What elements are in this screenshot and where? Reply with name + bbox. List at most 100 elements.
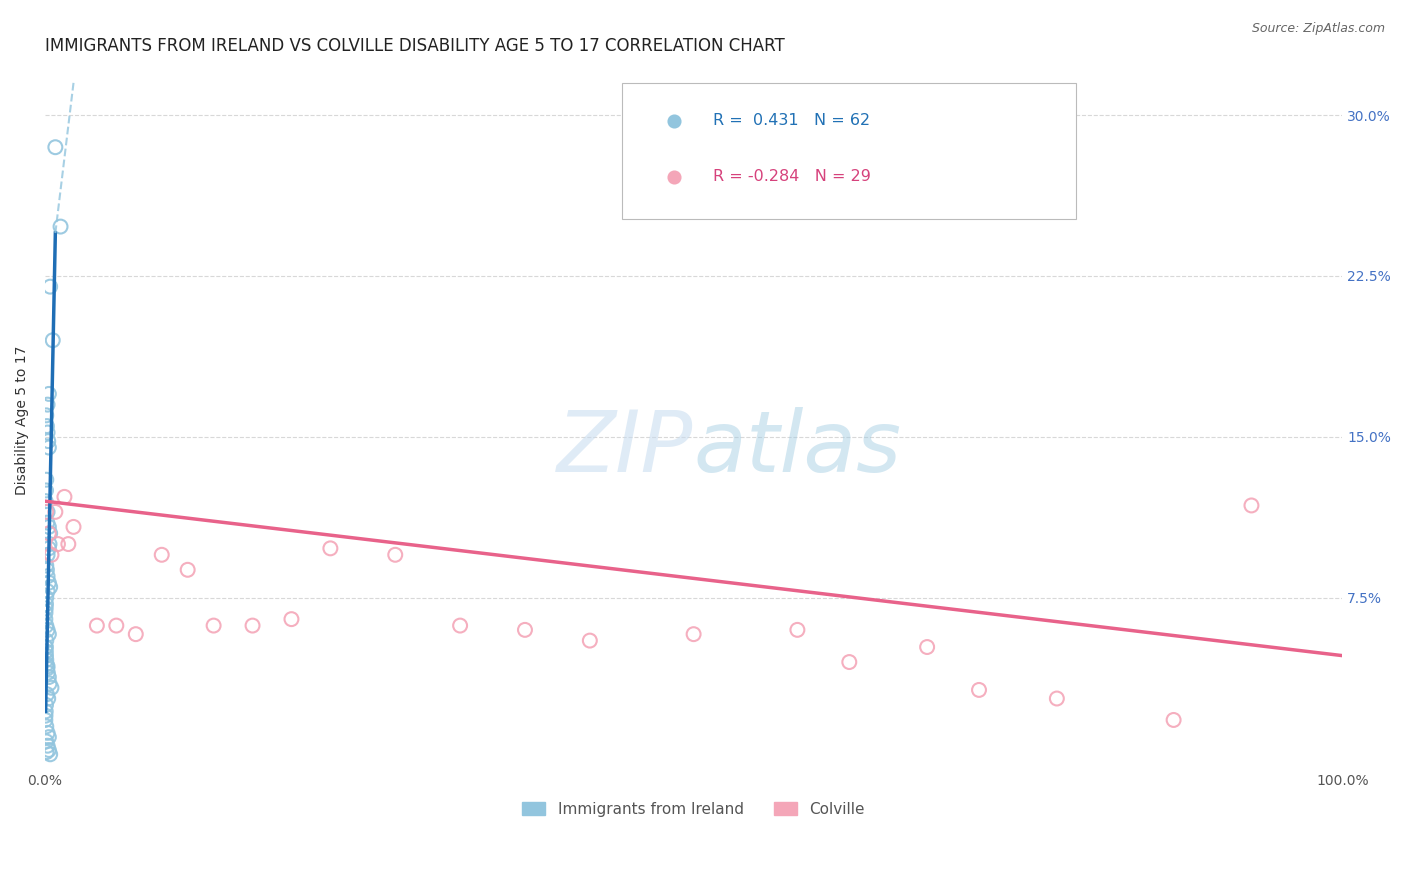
- Point: [37, 726, 59, 740]
- Point: [35, 648, 58, 663]
- Point: [35, 618, 58, 632]
- Point: [41, 681, 63, 695]
- Point: [35, 563, 58, 577]
- Point: [37, 516, 59, 530]
- Point: [62, 520, 84, 534]
- Point: [786, 623, 808, 637]
- Point: [35, 558, 58, 573]
- Point: [38, 730, 60, 744]
- Point: [35, 597, 58, 611]
- Point: [35, 640, 58, 654]
- Point: [37, 661, 59, 675]
- Point: [967, 682, 990, 697]
- Point: [125, 627, 148, 641]
- Point: [37, 434, 59, 449]
- Point: [38, 575, 60, 590]
- Point: [37, 623, 59, 637]
- Point: [384, 548, 406, 562]
- Point: [49, 219, 72, 234]
- Point: [37, 739, 59, 753]
- Point: [37, 665, 59, 680]
- Text: IMMIGRANTS FROM IRELAND VS COLVILLE DISABILITY AGE 5 TO 17 CORRELATION CHART: IMMIGRANTS FROM IRELAND VS COLVILLE DISA…: [45, 37, 785, 55]
- FancyBboxPatch shape: [623, 83, 1077, 219]
- Point: [35, 601, 58, 615]
- Point: [37, 505, 59, 519]
- Point: [242, 618, 264, 632]
- Point: [41, 548, 63, 562]
- Point: [38, 676, 60, 690]
- Point: [46, 537, 69, 551]
- Point: [34, 606, 56, 620]
- Text: atlas: atlas: [693, 407, 901, 490]
- Point: [35, 483, 58, 498]
- Point: [35, 473, 58, 487]
- Text: ZIP: ZIP: [557, 407, 693, 490]
- Point: [38, 541, 60, 556]
- Point: [35, 734, 58, 748]
- Point: [58, 537, 80, 551]
- Point: [35, 644, 58, 658]
- Legend: Immigrants from Ireland, Colville: Immigrants from Ireland, Colville: [515, 794, 873, 824]
- Point: [42, 333, 65, 347]
- Point: [35, 505, 58, 519]
- Y-axis label: Disability Age 5 to 17: Disability Age 5 to 17: [15, 346, 30, 495]
- Point: [37, 548, 59, 562]
- Point: [39, 580, 62, 594]
- Point: [202, 618, 225, 632]
- Point: [38, 743, 60, 757]
- Point: [37, 398, 59, 412]
- Point: [579, 633, 602, 648]
- Point: [39, 747, 62, 762]
- Point: [38, 526, 60, 541]
- Point: [838, 655, 860, 669]
- Point: [38, 441, 60, 455]
- Point: [35, 657, 58, 672]
- Point: [37, 691, 59, 706]
- Point: [35, 633, 58, 648]
- Point: [1046, 691, 1069, 706]
- Point: [449, 618, 471, 632]
- Point: [280, 612, 302, 626]
- Text: R =  0.431   N = 62: R = 0.431 N = 62: [713, 113, 870, 128]
- Point: [37, 569, 59, 583]
- Point: [38, 627, 60, 641]
- Point: [38, 520, 60, 534]
- Point: [35, 591, 58, 605]
- Point: [86, 618, 108, 632]
- Point: [38, 537, 60, 551]
- Point: [35, 745, 58, 759]
- Point: [915, 640, 938, 654]
- Point: [35, 719, 58, 733]
- Text: R = -0.284   N = 29: R = -0.284 N = 29: [713, 169, 870, 185]
- Point: [34, 494, 56, 508]
- Point: [105, 618, 128, 632]
- Text: Source: ZipAtlas.com: Source: ZipAtlas.com: [1251, 22, 1385, 36]
- Point: [319, 541, 342, 556]
- Point: [35, 705, 58, 719]
- Point: [34, 640, 56, 654]
- Point: [35, 687, 58, 701]
- Point: [34, 612, 56, 626]
- Point: [150, 548, 173, 562]
- Point: [37, 659, 59, 673]
- Point: [35, 419, 58, 434]
- Point: [34, 708, 56, 723]
- Point: [176, 563, 198, 577]
- Point: [35, 698, 58, 712]
- Point: [682, 627, 704, 641]
- Point: [35, 409, 58, 423]
- Point: [38, 387, 60, 401]
- Point: [38, 670, 60, 684]
- Point: [513, 623, 536, 637]
- Point: [1163, 713, 1185, 727]
- Point: [53, 490, 76, 504]
- Point: [37, 584, 59, 599]
- Point: [37, 425, 59, 440]
- Point: [44, 505, 66, 519]
- Point: [39, 526, 62, 541]
- Point: [1240, 499, 1263, 513]
- Point: [35, 653, 58, 667]
- Point: [39, 279, 62, 293]
- Point: [34, 713, 56, 727]
- Point: [44, 140, 66, 154]
